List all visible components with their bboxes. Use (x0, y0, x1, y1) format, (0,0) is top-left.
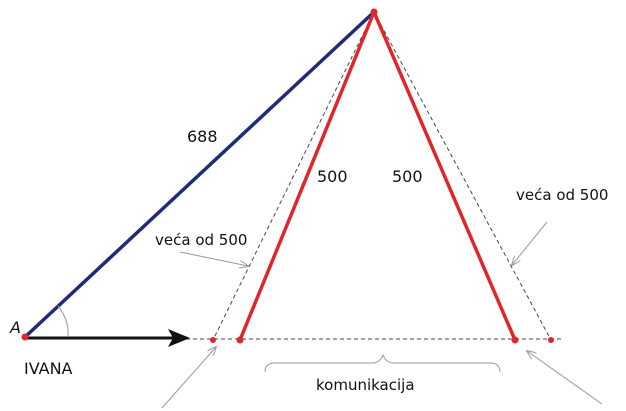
point-label: A (9, 318, 21, 337)
point (210, 337, 216, 343)
arrow-head (168, 329, 190, 347)
red-right (372, 11, 517, 341)
note-label: veća od 500 (155, 231, 247, 249)
pointer (527, 351, 603, 405)
blue-side (23, 10, 376, 339)
pointer (179, 251, 248, 266)
person-label: IVANA (24, 359, 73, 378)
length-label: 500 (317, 167, 348, 186)
angle-arc (57, 305, 69, 338)
pointer (161, 347, 216, 409)
point (21, 333, 29, 341)
road-label: komunikacija (316, 376, 415, 394)
point (236, 336, 244, 344)
length-label: 500 (392, 167, 423, 186)
point (511, 336, 519, 344)
points (21, 8, 554, 344)
brace (264, 353, 501, 373)
dashed-left (212, 11, 375, 341)
length-label: 688 (187, 127, 218, 146)
note-label: veća od 500 (516, 186, 608, 204)
dashed-right (373, 11, 552, 341)
pointer (512, 221, 548, 265)
red-left (238, 11, 376, 341)
point (548, 337, 554, 343)
point (370, 8, 378, 16)
